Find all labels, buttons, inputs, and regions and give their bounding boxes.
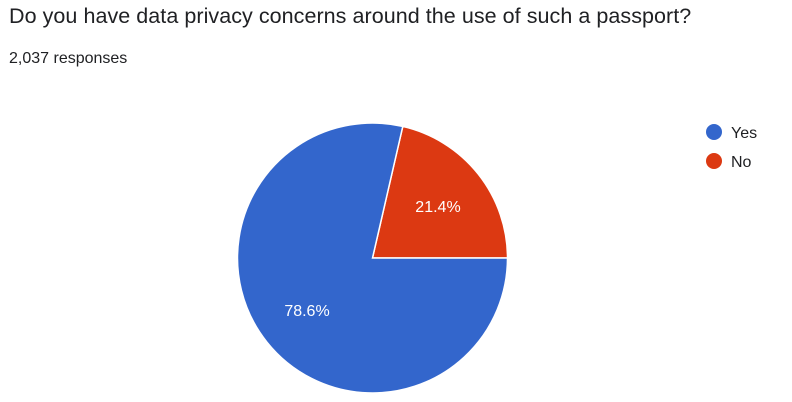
question-title: Do you have data privacy concerns around… xyxy=(9,4,692,28)
pie-slices xyxy=(236,122,509,394)
chart-legend: Yes No xyxy=(706,124,757,171)
pie-slice-labels: 21.4% 78.6% xyxy=(284,199,460,320)
pie-slice-yes[interactable] xyxy=(236,122,509,394)
legend-swatch-no xyxy=(706,153,722,169)
legend-item-no[interactable]: No xyxy=(706,153,752,171)
legend-item-yes[interactable]: Yes xyxy=(706,124,757,142)
pie-slice-label-yes: 78.6% xyxy=(284,303,329,320)
pie-slice-label-no: 21.4% xyxy=(415,199,460,216)
pie-slice-no[interactable] xyxy=(371,125,509,259)
legend-label-no: No xyxy=(731,154,752,171)
legend-label-yes: Yes xyxy=(731,125,757,142)
response-count: 2,037 responses xyxy=(9,50,128,67)
legend-swatch-yes xyxy=(706,124,722,140)
